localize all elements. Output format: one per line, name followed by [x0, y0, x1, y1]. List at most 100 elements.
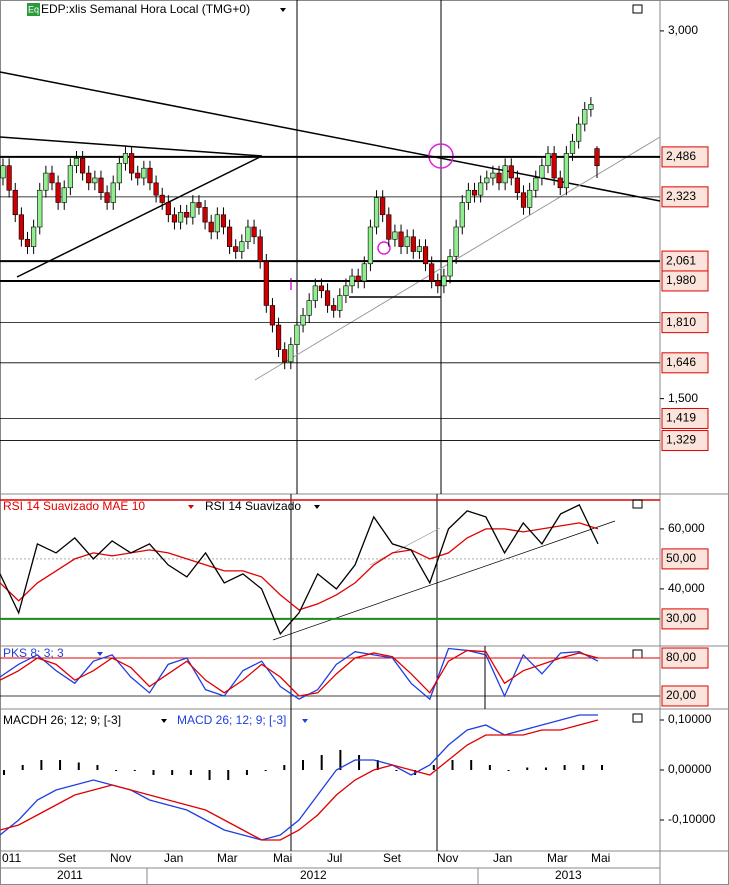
candle-body: [31, 226, 37, 247]
candle-body: [300, 314, 306, 326]
candle-body: [49, 172, 55, 184]
legend-entry[interactable]: RSI 14 Suavizado MAE 10: [3, 499, 145, 513]
x-tick-label: Mai: [591, 851, 610, 865]
candle-body: [441, 275, 447, 287]
candle-body: [373, 197, 380, 228]
histogram-bar: [208, 770, 211, 780]
candle-body: [416, 246, 423, 252]
legend-entry[interactable]: RSI 14 Suavizado: [205, 499, 301, 513]
level-box: [661, 647, 709, 669]
candle-body: [55, 182, 61, 203]
candle-body: [367, 226, 374, 265]
trend-line: [16, 155, 263, 278]
candle-body: [514, 177, 520, 193]
maximize-button[interactable]: [632, 713, 643, 723]
candle-body: [159, 194, 165, 203]
candle-body: [539, 165, 545, 179]
indicator-line: [0, 647, 599, 701]
candle-body: [508, 165, 514, 179]
x-tick-label: Nov: [437, 851, 458, 865]
candle-body: [24, 238, 31, 247]
x-tick-label: Jul: [327, 851, 342, 865]
y-tick-label: -0,10000: [668, 812, 716, 826]
y-tick-label: 0,10000: [668, 712, 712, 726]
legend-entry[interactable]: MACD 26; 12; 9; [-3]: [177, 713, 286, 727]
candle-body: [147, 167, 153, 184]
candle-body: [128, 153, 135, 174]
candle-body: [551, 153, 557, 179]
indicator-line: [0, 714, 598, 841]
histogram-bar: [21, 765, 24, 770]
candle-body: [245, 226, 251, 243]
dropdown-arrow[interactable]: [97, 652, 103, 656]
level-box: [661, 430, 709, 452]
candle-body: [153, 182, 159, 196]
candle-body: [331, 305, 337, 311]
candle-body: [12, 189, 18, 216]
candle-body: [312, 285, 318, 301]
candle-body: [318, 285, 325, 292]
candle-body: [196, 202, 202, 208]
candle-body: [355, 275, 361, 282]
candle-body: [80, 158, 86, 174]
histogram-bar: [59, 760, 62, 770]
candle-body: [453, 226, 459, 257]
maximize-button[interactable]: [632, 4, 643, 14]
candle-body: [545, 153, 551, 167]
candle-body: [37, 189, 43, 228]
chart-title[interactable]: EDP:xlis Semanal Hora Local (TMG+0): [41, 2, 250, 16]
candle-body: [190, 202, 196, 218]
level-label: 80,00: [666, 650, 696, 664]
level-box: [661, 312, 709, 334]
dropdown-arrow[interactable]: [161, 719, 167, 723]
legend-entry[interactable]: PKS 8; 3; 3: [3, 646, 64, 660]
trend-line: [0, 136, 263, 157]
histogram-bar: [227, 770, 230, 780]
level-box: [661, 186, 709, 208]
candle-body: [98, 177, 104, 193]
candle-body: [361, 263, 367, 282]
dropdown-arrow[interactable]: [302, 719, 308, 723]
level-label: 2,323: [666, 189, 696, 203]
dropdown-arrow[interactable]: [280, 8, 286, 12]
level-box: [661, 146, 709, 168]
candle-body: [61, 187, 67, 203]
histogram-bar: [133, 770, 136, 771]
histogram-bar: [283, 765, 286, 770]
candle-body: [18, 214, 24, 240]
dropdown-arrow[interactable]: [188, 505, 194, 509]
candle-body: [380, 197, 386, 216]
trend-line: [254, 136, 661, 381]
highlight-circle: [377, 241, 391, 255]
histogram-bar: [320, 755, 323, 770]
candle-body: [135, 172, 141, 179]
indicator-line: [0, 522, 599, 611]
legend-entry[interactable]: MACDH 26; 12; 9; [-3]: [3, 713, 121, 727]
x-tick-label: Set: [383, 851, 402, 865]
candle-body: [398, 231, 404, 247]
y-tick-label: 40,000: [668, 581, 705, 595]
histogram-bar: [526, 767, 529, 770]
candle-body: [490, 172, 496, 179]
trend-line: [0, 71, 661, 202]
maximize-button[interactable]: [632, 499, 643, 509]
level-label: 30,00: [666, 611, 696, 625]
candle-body: [43, 172, 49, 191]
histogram-bar: [432, 765, 435, 770]
x-tick-label: Mar: [547, 851, 568, 865]
histogram-bar: [451, 760, 454, 770]
candle-body: [110, 182, 116, 203]
candle-body: [563, 153, 569, 189]
histogram-bar: [264, 770, 267, 771]
candle-body: [233, 246, 239, 252]
candle-body: [67, 165, 73, 189]
candle-body: [92, 177, 98, 184]
x-tick-label: 011: [2, 851, 21, 865]
candle-body: [471, 189, 478, 196]
level-label: 2,486: [666, 149, 696, 163]
histogram-bar: [507, 770, 510, 771]
candle-body: [404, 236, 410, 247]
dropdown-arrow[interactable]: [314, 505, 320, 509]
candle-body: [257, 236, 263, 262]
candle-body: [588, 104, 594, 110]
